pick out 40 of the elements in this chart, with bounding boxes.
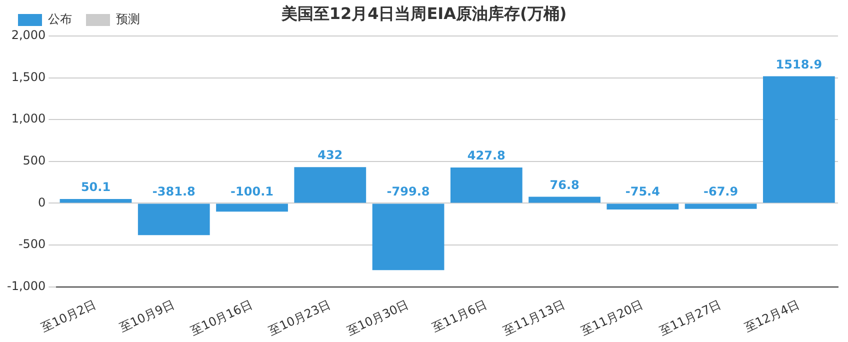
x-tick-label: 至10月2日 [39,297,98,335]
bar [684,204,757,209]
data-label: -100.1 [230,184,274,198]
data-label: -75.4 [625,184,660,198]
data-label: 1518.9 [776,57,822,72]
bar [294,167,366,203]
x-tick-label: 至10月23日 [266,297,333,338]
bar [606,204,679,210]
x-tick-label: 至11月20日 [579,297,646,338]
y-tick-label: 1,500 [11,70,46,84]
legend-label: 预测 [116,12,140,26]
bar [528,196,600,203]
y-tick-label: -1,000 [6,278,46,293]
bar [216,204,288,212]
bar [450,167,522,203]
x-tick-label: 至10月16日 [188,297,255,338]
bar [138,204,210,236]
chart-title: 美国至12月4日当周EIA原油库存(万桶) [281,4,567,23]
data-label: 76.8 [550,178,580,192]
x-tick-label: 至11月13日 [500,297,568,338]
bar [60,199,132,203]
bar [372,204,444,270]
data-label: 50.1 [80,180,111,194]
y-tick-label: 1,000 [11,112,46,126]
data-label: 427.8 [467,148,506,163]
x-tick-label: 至11月27日 [657,297,724,338]
data-label: -381.8 [152,184,196,198]
x-tick-label: 至11月6日 [430,297,489,335]
data-label: -67.9 [704,184,738,198]
legend-label: 公布 [48,12,72,26]
y-tick-label: 2,000 [11,28,46,42]
x-tick-label: 至12月4日 [742,297,802,335]
x-tick-label: 至10月9日 [117,297,176,335]
y-tick-label: 500 [22,154,46,168]
y-tick-label: -500 [18,237,46,252]
data-label: 432 [318,148,343,162]
data-label: -799.8 [386,184,430,198]
x-tick-label: 至10月30日 [344,297,411,338]
bar [762,76,835,203]
y-tick-label: 0 [38,195,46,210]
